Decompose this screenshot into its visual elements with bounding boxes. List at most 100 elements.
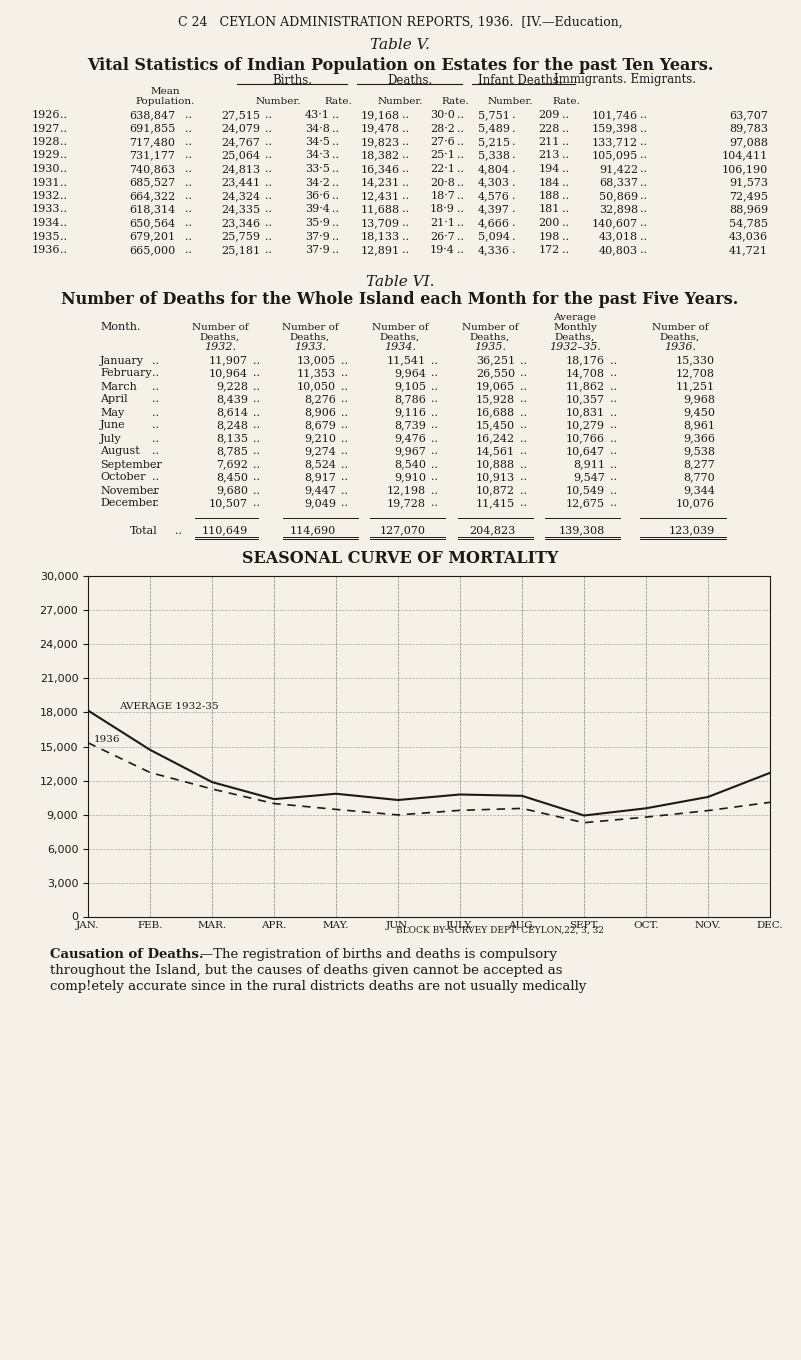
Text: ..: .. — [640, 231, 647, 242]
Text: Number.: Number. — [487, 97, 533, 106]
Text: Number of: Number of — [282, 324, 338, 332]
Text: ..: .. — [520, 499, 527, 509]
Text: ..: .. — [332, 110, 339, 120]
Text: ..: .. — [520, 446, 527, 457]
Text: ..: .. — [60, 218, 67, 228]
Text: January: January — [100, 355, 144, 366]
Text: 9,964: 9,964 — [394, 369, 426, 378]
Text: Total: Total — [130, 525, 158, 536]
Text: 9,538: 9,538 — [683, 446, 715, 457]
Text: ..: .. — [332, 245, 339, 256]
Text: 36·6: 36·6 — [305, 190, 330, 201]
Text: 8,917: 8,917 — [304, 472, 336, 483]
Text: 37·9: 37·9 — [305, 245, 330, 256]
Text: 9,344: 9,344 — [683, 486, 715, 495]
Text: ..: .. — [562, 218, 569, 228]
Text: ..: .. — [402, 110, 409, 120]
Text: 20·8: 20·8 — [430, 178, 455, 188]
Text: 11,862: 11,862 — [566, 382, 605, 392]
Text: ..: .. — [265, 178, 272, 188]
Text: 740,863: 740,863 — [129, 165, 175, 174]
Text: 68,337: 68,337 — [599, 178, 638, 188]
Text: 8,786: 8,786 — [394, 394, 426, 404]
Text: ..: .. — [265, 204, 272, 215]
Text: 32,898: 32,898 — [599, 204, 638, 215]
Text: 7,692: 7,692 — [216, 460, 248, 469]
Text: Rate.: Rate. — [324, 97, 352, 106]
Text: Average: Average — [553, 313, 597, 322]
Text: ..: .. — [562, 151, 569, 160]
Text: 9,116: 9,116 — [394, 408, 426, 418]
Text: ..: .. — [60, 110, 67, 120]
Text: ..: .. — [457, 151, 464, 160]
Text: Table V.: Table V. — [370, 38, 430, 52]
Text: 9,476: 9,476 — [394, 434, 426, 443]
Text: 717,480: 717,480 — [129, 137, 175, 147]
Text: 5,489: 5,489 — [478, 124, 510, 133]
Text: 24,324: 24,324 — [221, 190, 260, 201]
Text: 9,547: 9,547 — [574, 472, 605, 483]
Text: ..: .. — [253, 486, 260, 495]
Text: ..: .. — [152, 499, 159, 509]
Text: 43,018: 43,018 — [599, 231, 638, 242]
Text: ..: .. — [457, 165, 464, 174]
Text: ..: .. — [265, 231, 272, 242]
Text: 89,783: 89,783 — [729, 124, 768, 133]
Text: 104,411: 104,411 — [722, 151, 768, 160]
Text: 228: 228 — [538, 124, 560, 133]
Text: ..: .. — [402, 151, 409, 160]
Text: 9,447: 9,447 — [304, 486, 336, 495]
Text: 198: 198 — [538, 231, 560, 242]
Text: ..: .. — [610, 446, 617, 457]
Text: ..: .. — [457, 245, 464, 256]
Text: Deaths,: Deaths, — [555, 333, 595, 341]
Text: .: . — [512, 218, 516, 228]
Text: 91,422: 91,422 — [599, 165, 638, 174]
Text: 24,079: 24,079 — [221, 124, 260, 133]
Text: ..: .. — [562, 190, 569, 201]
Text: ..: .. — [265, 110, 272, 120]
Text: ..: .. — [520, 382, 527, 392]
Text: ..: .. — [562, 231, 569, 242]
Text: 9,274: 9,274 — [304, 446, 336, 457]
Text: ..: .. — [431, 446, 438, 457]
Text: October: October — [100, 472, 146, 483]
Text: 9,366: 9,366 — [683, 434, 715, 443]
Text: .: . — [512, 110, 516, 120]
Text: 638,847: 638,847 — [129, 110, 175, 120]
Text: 211: 211 — [538, 137, 560, 147]
Text: 9,910: 9,910 — [394, 472, 426, 483]
Text: 40,803: 40,803 — [599, 245, 638, 256]
Text: ..: .. — [520, 369, 527, 378]
Text: ..: .. — [265, 165, 272, 174]
Text: Number of: Number of — [191, 324, 248, 332]
Text: 28·2: 28·2 — [430, 124, 455, 133]
Text: 5,338: 5,338 — [478, 151, 510, 160]
Text: ..: .. — [520, 355, 527, 366]
Text: 9,968: 9,968 — [683, 394, 715, 404]
Text: .: . — [512, 178, 516, 188]
Text: 9,967: 9,967 — [394, 446, 426, 457]
Text: 19,168: 19,168 — [361, 110, 400, 120]
Text: 10,913: 10,913 — [476, 472, 515, 483]
Text: 30·0: 30·0 — [430, 110, 455, 120]
Text: 9,049: 9,049 — [304, 499, 336, 509]
Text: ..: .. — [640, 178, 647, 188]
Text: ..: .. — [610, 420, 617, 431]
Text: July: July — [100, 434, 122, 443]
Text: 27,515: 27,515 — [221, 110, 260, 120]
Text: Number of: Number of — [461, 324, 518, 332]
Text: 10,766: 10,766 — [566, 434, 605, 443]
Text: 8,276: 8,276 — [304, 394, 336, 404]
Text: 27·6: 27·6 — [430, 137, 455, 147]
Text: ..: .. — [520, 434, 527, 443]
Text: 4,666: 4,666 — [478, 218, 510, 228]
Text: March: March — [100, 382, 137, 392]
Text: ..: .. — [332, 218, 339, 228]
Text: ..: .. — [341, 446, 348, 457]
Text: 133,712: 133,712 — [592, 137, 638, 147]
Text: ..: .. — [185, 190, 192, 201]
Text: 11,907: 11,907 — [209, 355, 248, 366]
Text: ..: .. — [341, 420, 348, 431]
Text: 34·2: 34·2 — [305, 178, 330, 188]
